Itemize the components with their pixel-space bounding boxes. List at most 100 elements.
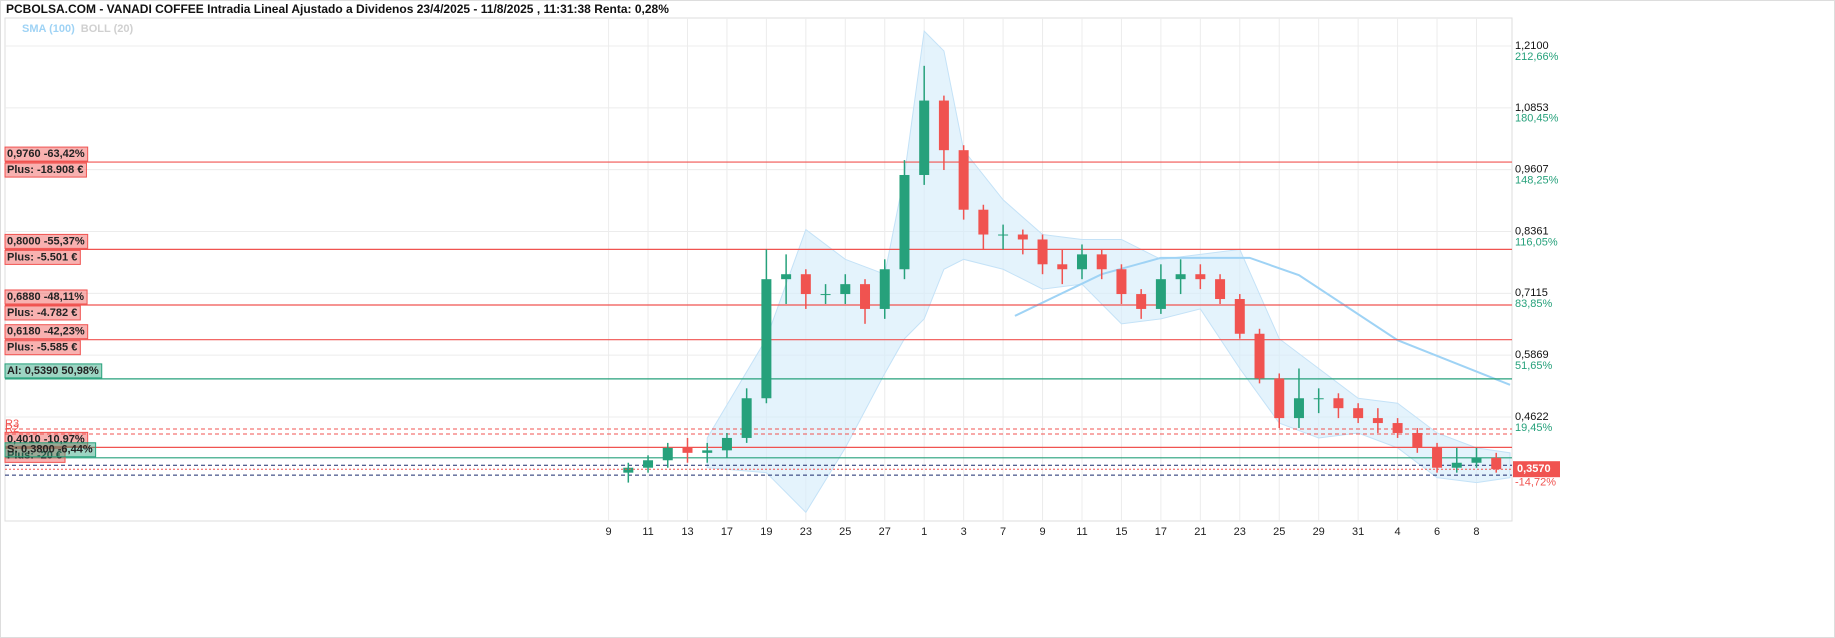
x-tick-label: 3 <box>961 526 967 538</box>
candle-body <box>1353 408 1364 419</box>
level-label-text: 0,9760 -63,42% <box>7 148 85 160</box>
x-tick-label: 27 <box>879 526 891 538</box>
candle-body <box>721 437 732 451</box>
last-price-box <box>1513 461 1560 478</box>
level-label: 0,6180 -42,23% <box>4 324 89 340</box>
level-label-text: 0,8000 -55,37% <box>7 235 85 247</box>
candle-body <box>1432 447 1443 468</box>
level-label-box <box>4 442 97 458</box>
levels <box>5 161 1512 476</box>
x-tick-label: 29 <box>1313 526 1325 538</box>
y-tick-label: 1,2100 <box>1515 40 1549 52</box>
candle-body <box>1175 274 1186 280</box>
chart-title: PCBOLSA.COM - VANADI COFFEE Intradia Lin… <box>6 2 669 16</box>
pivot-label: R3 <box>5 418 19 430</box>
plot-frame <box>4 17 1513 522</box>
level-label-box <box>4 146 89 162</box>
legend-entry: BOLL (20) <box>81 23 134 35</box>
candle-body <box>682 447 693 453</box>
y-tick-label: 0,9607 <box>1515 164 1549 176</box>
x-tick-label: 19 <box>760 526 772 538</box>
level-label: Al: 0,5390 50,98% <box>4 363 103 379</box>
x-tick-label: 17 <box>1155 526 1167 538</box>
candle-body <box>1116 269 1127 295</box>
candle-body <box>781 274 792 280</box>
candle-body <box>1195 274 1206 280</box>
candle-body <box>1017 234 1028 240</box>
x-tick-label: 13 <box>681 526 693 538</box>
candle-body <box>998 234 1009 236</box>
x-tick-label: 9 <box>606 526 612 538</box>
level-label-text: Plus: -5.585 € <box>7 342 77 354</box>
candle-body <box>978 209 989 235</box>
x-tick-label: 11 <box>642 526 653 538</box>
candle-body <box>1234 299 1245 334</box>
candle-body <box>1293 398 1304 419</box>
level-label-text: 0,6880 -48,11% <box>7 291 84 303</box>
y-tick-label: 0,8361 <box>1515 225 1549 237</box>
candles <box>623 65 1502 483</box>
candle-body <box>1215 279 1226 300</box>
level-label-text: Plus: -4.782 € <box>7 307 77 319</box>
candle-body <box>1372 418 1383 424</box>
candle-body <box>958 150 969 210</box>
level-label: Plus: -5.501 € <box>4 249 81 265</box>
last-pct-label: -14,72% <box>1515 477 1556 489</box>
y-tick-label: 0,7115 <box>1515 287 1548 299</box>
level-label-box <box>4 249 81 265</box>
level-label-text: Plus: -20 € <box>7 449 62 461</box>
candle-body <box>1274 378 1285 419</box>
y-tick-label: 0,4622 <box>1515 411 1549 423</box>
level-label-text: Plus: -18.908 € <box>7 164 83 176</box>
candle-body <box>860 284 871 309</box>
level-label-box <box>4 162 87 178</box>
y-tick-label: 0,5869 <box>1515 349 1549 361</box>
level-label-box <box>4 363 103 379</box>
x-tick-label: 11 <box>1076 526 1087 538</box>
x-tick-label: 21 <box>1194 526 1206 538</box>
candle-body <box>899 174 910 270</box>
candle-body <box>761 279 772 399</box>
last-price-label: 0,3570 <box>1517 463 1551 475</box>
level-label: Plus: -20 € <box>4 447 66 463</box>
x-tick-label: 31 <box>1352 526 1364 538</box>
candle-body <box>702 450 713 453</box>
x-tick-label: 23 <box>1234 526 1246 538</box>
candle-body <box>1136 294 1147 309</box>
candle-body <box>879 269 890 309</box>
candle-body <box>1491 457 1502 470</box>
x-tick-label: 1 <box>921 526 927 538</box>
level-label: Plus: -18.908 € <box>4 162 87 178</box>
candle-body <box>840 284 851 295</box>
y2-tick-label: 19,45% <box>1515 422 1553 434</box>
candle-body <box>623 467 634 473</box>
candle-body <box>919 100 930 175</box>
candle-body <box>643 460 654 468</box>
labels: 0,9760 -63,42% Plus: -18.908 € 0,8000 -55,… <box>4 146 1560 489</box>
level-label-box <box>4 324 89 340</box>
candle-body <box>1392 423 1403 433</box>
y-tick-label: 1,0853 <box>1515 102 1549 114</box>
candle-body <box>1155 279 1166 309</box>
candle-body <box>1451 462 1462 468</box>
candle-body <box>1333 398 1344 409</box>
candle-body <box>1313 398 1324 400</box>
x-tick-label: 6 <box>1434 526 1440 538</box>
x-tick-label: 8 <box>1473 526 1479 538</box>
x-tick-label: 23 <box>800 526 812 538</box>
x-tick-label: 7 <box>1000 526 1006 538</box>
level-label-text: Plus: -5.501 € <box>7 251 77 263</box>
y2-tick-label: 212,66% <box>1515 51 1559 63</box>
level-label-text: 0,4010 -10,97% <box>7 433 85 445</box>
candle-body <box>1037 239 1048 265</box>
level-label-text: Al: 0,5390 50,98% <box>7 365 99 377</box>
x-tick-label: 15 <box>1115 526 1127 538</box>
candle-body <box>1096 254 1107 270</box>
y2-tick-label: 180,45% <box>1515 113 1559 125</box>
x-tick-label: 17 <box>721 526 733 538</box>
level-label-box <box>4 305 81 321</box>
level-label-box <box>4 289 88 305</box>
candle-body <box>741 398 752 438</box>
level-label-box <box>4 340 81 356</box>
